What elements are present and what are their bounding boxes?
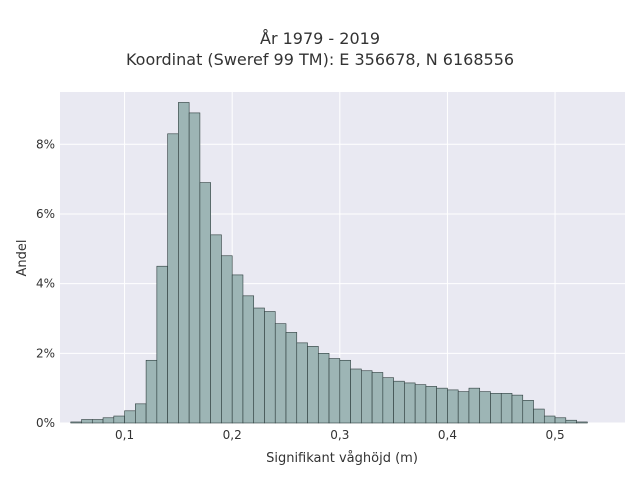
y-tick-label: 6% xyxy=(36,207,55,221)
x-tick-label: 0,4 xyxy=(438,428,457,442)
histogram-bar xyxy=(565,419,577,424)
histogram-bar xyxy=(124,410,136,424)
histogram-bar xyxy=(500,393,513,424)
x-tick-label: 0,2 xyxy=(223,428,242,442)
histogram-bar xyxy=(328,358,341,424)
histogram-bar xyxy=(457,391,470,424)
histogram-bar xyxy=(361,370,373,424)
histogram-bar xyxy=(242,295,255,424)
x-tick-label: 0,5 xyxy=(546,428,565,442)
histogram-bar xyxy=(221,255,233,424)
y-axis-label: Andel xyxy=(15,240,30,277)
histogram-bar xyxy=(404,382,416,424)
histogram-bar xyxy=(135,403,147,424)
histogram-bar xyxy=(382,377,394,424)
x-tick-label: 0,1 xyxy=(115,428,134,442)
chart-title-line-1: År 1979 - 2019 xyxy=(260,29,380,48)
histogram-bar xyxy=(102,417,115,424)
histogram-bar xyxy=(91,419,104,424)
histogram-bars xyxy=(70,102,588,424)
histogram-bar xyxy=(576,421,588,424)
histogram-bar xyxy=(231,274,244,424)
histogram-bar xyxy=(70,421,82,424)
histogram-bar xyxy=(414,384,427,424)
histogram-bar xyxy=(285,332,298,424)
histogram-bar xyxy=(371,372,384,424)
histogram-bar xyxy=(436,387,448,424)
y-tick-label: 4% xyxy=(36,277,55,291)
y-tick-label: 8% xyxy=(36,137,55,151)
histogram-bar xyxy=(522,400,534,424)
histogram-bar xyxy=(447,389,459,424)
x-tick-label: 0,3 xyxy=(330,428,349,442)
histogram-bar xyxy=(296,342,308,424)
histogram-bar xyxy=(533,408,545,424)
histogram-bar xyxy=(264,311,276,424)
histogram-bar xyxy=(339,359,351,424)
histogram-bar xyxy=(350,368,362,424)
histogram-bar xyxy=(145,359,158,424)
histogram-bar xyxy=(490,393,502,424)
histogram-bar xyxy=(253,307,265,424)
histogram-bar xyxy=(167,133,179,424)
histogram-bar xyxy=(199,182,211,424)
y-tick-label: 0% xyxy=(36,416,55,430)
histogram-bar xyxy=(307,346,319,424)
x-tick-labels: 0,1 0,2 0,3 0,4 0,5 xyxy=(115,428,565,442)
histogram-bar xyxy=(188,112,201,424)
histogram-bar xyxy=(425,386,437,424)
histogram-bar xyxy=(274,323,287,424)
histogram-bar xyxy=(543,415,556,424)
x-axis-label: Signifikant våghöjd (m) xyxy=(266,451,418,466)
histogram-bar xyxy=(156,265,168,424)
histogram-bar xyxy=(468,387,481,424)
histogram-bar xyxy=(210,234,222,424)
histogram-bar xyxy=(479,391,491,424)
histogram-bar xyxy=(317,353,330,424)
chart-title-line-2: Koordinat (Sweref 99 TM): E 356678, N 61… xyxy=(125,50,515,69)
y-tick-labels: 0% 2% 4% 6% 8% xyxy=(36,137,55,430)
histogram-bar xyxy=(511,394,524,424)
histogram-bar xyxy=(393,380,405,424)
histogram-bar xyxy=(81,419,93,424)
histogram-bar xyxy=(113,415,125,424)
histogram-bar xyxy=(554,417,567,424)
histogram-bar xyxy=(178,102,190,424)
y-tick-label: 2% xyxy=(36,346,55,360)
